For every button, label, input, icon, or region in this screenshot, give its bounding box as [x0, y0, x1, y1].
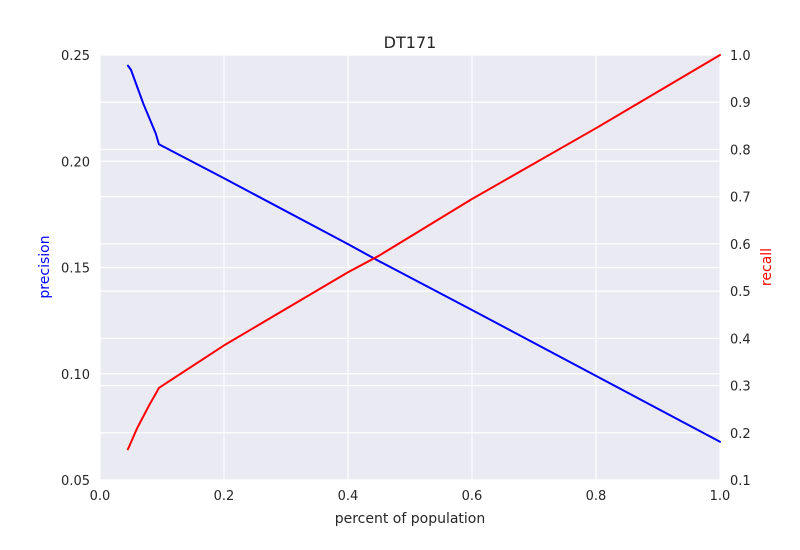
y-right-tick-label: 0.9	[730, 96, 751, 111]
x-tick-label: 0.0	[90, 489, 111, 504]
y-right-tick-label: 0.1	[730, 474, 751, 489]
y-right-tick-label: 0.6	[730, 238, 751, 253]
ticks: 0.0 0.2 0.4 0.6 0.8 1.0 0.05 0.10 0.15 0.20 0.25 0.…	[61, 49, 751, 504]
y-axis-label-right: recall	[759, 248, 775, 286]
y-right-tick-label: 0.2	[730, 427, 751, 442]
y-left-tick-label: 0.25	[61, 49, 90, 64]
y-right-tick-label: 0.3	[730, 380, 751, 395]
grid	[99, 54, 721, 481]
x-tick-label: 1.0	[710, 489, 731, 504]
x-tick-label: 0.4	[338, 489, 359, 504]
y-right-tick-label: 0.8	[730, 143, 751, 158]
y-left-tick-label: 0.15	[61, 262, 90, 277]
chart-title: DT171	[384, 33, 437, 52]
recall-line	[126, 54, 721, 451]
x-tick-label: 0.6	[462, 489, 483, 504]
y-left-tick-label: 0.20	[61, 155, 90, 170]
y-right-tick-label: 0.7	[730, 191, 751, 206]
x-axis-label: percent of population	[335, 511, 486, 527]
y-right-tick-label: 0.4	[730, 332, 751, 347]
y-right-tick-label: 1.0	[730, 49, 751, 64]
x-tick-label: 0.8	[586, 489, 607, 504]
precision-line	[126, 64, 721, 443]
series-layer	[126, 54, 721, 451]
x-tick-label: 0.2	[214, 489, 235, 504]
y-axis-label-left: precision	[37, 235, 53, 298]
y-left-tick-label: 0.10	[61, 368, 90, 383]
y-right-tick-label: 0.5	[730, 285, 751, 300]
y-left-tick-label: 0.05	[61, 474, 90, 489]
